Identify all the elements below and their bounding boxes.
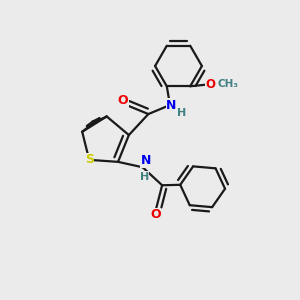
Text: H: H	[140, 172, 149, 182]
Text: H: H	[177, 108, 186, 118]
Text: O: O	[150, 208, 161, 221]
Text: N: N	[140, 154, 151, 167]
Text: S: S	[85, 153, 94, 166]
Text: CH₃: CH₃	[218, 79, 239, 89]
Text: N: N	[166, 98, 177, 112]
Text: O: O	[205, 78, 215, 91]
Text: O: O	[117, 94, 128, 107]
